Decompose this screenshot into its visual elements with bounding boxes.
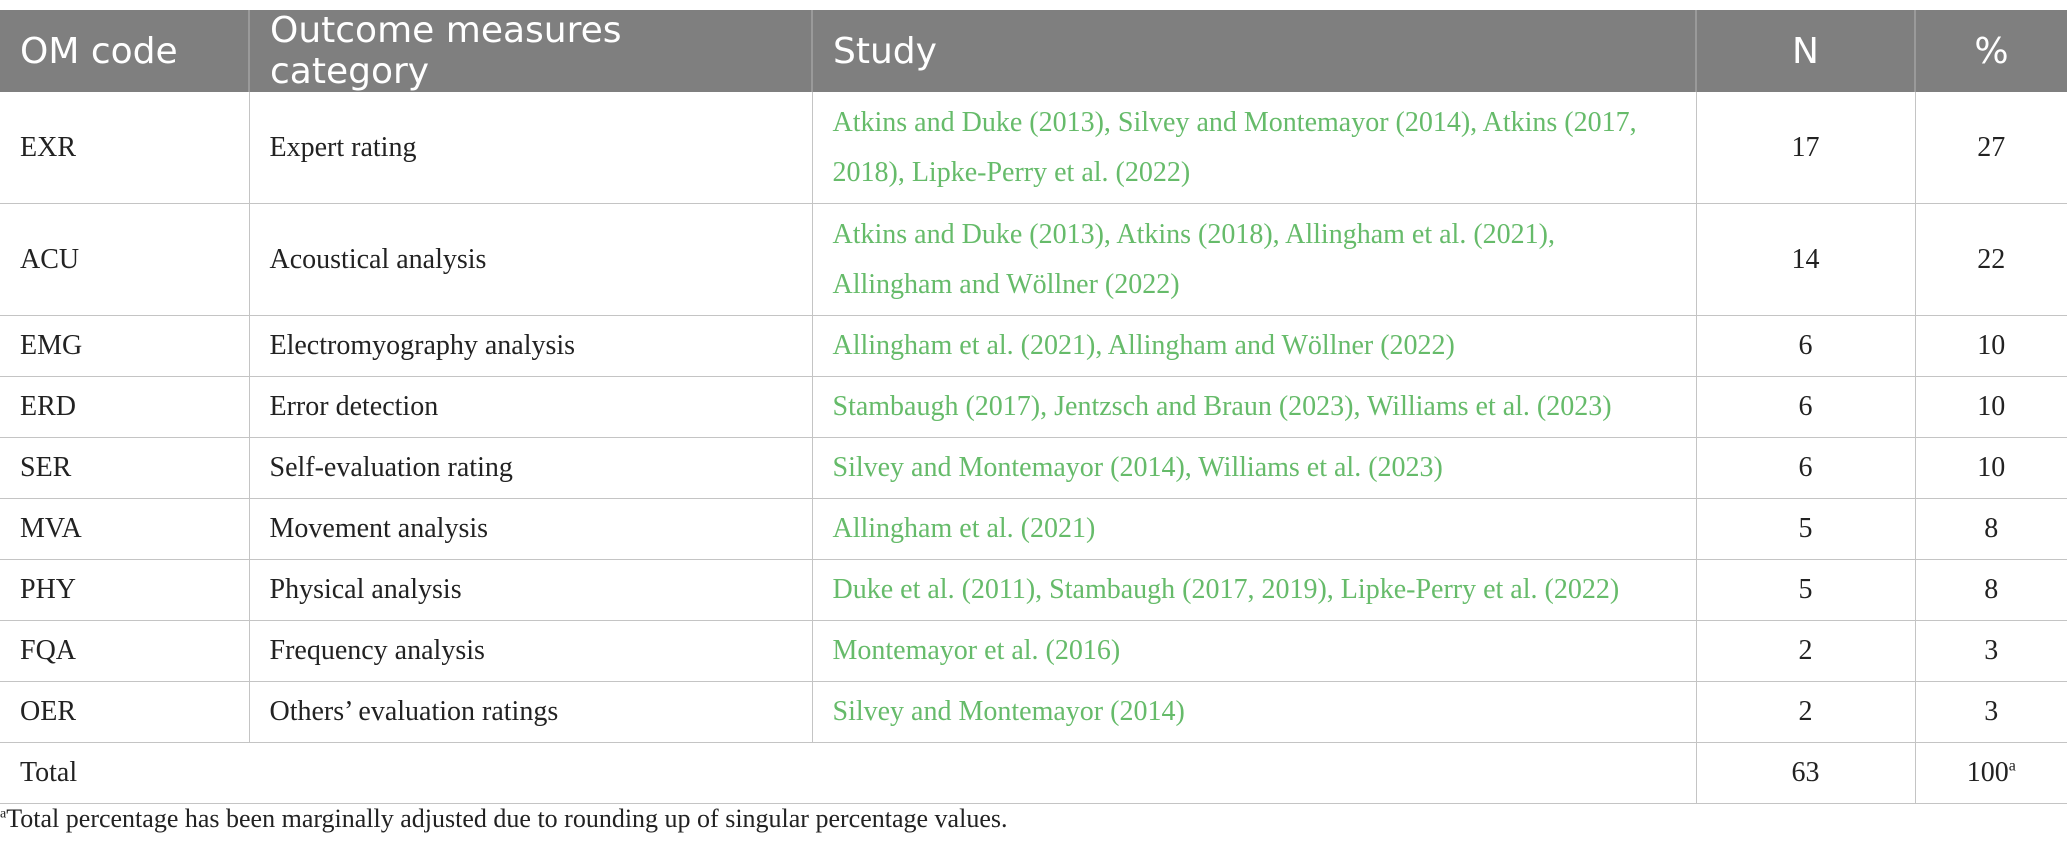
om-code-cell: ACU [0,203,250,316]
table-row: ERD Error detection Stambaugh (2017), Je… [0,376,2067,438]
percent-cell: 22 [1915,203,2067,316]
percent-cell: 3 [1915,681,2067,743]
header-category: Outcome measures category [249,10,813,92]
percent-cell: 10 [1915,437,2067,499]
n-cell: 17 [1696,92,1916,204]
percent-cell: 10 [1915,315,2067,377]
total-percent-value: 100 [1966,757,2009,788]
table-row: ACU Acoustical analysis Atkins and Duke … [0,203,2067,316]
om-code-cell: ERD [0,376,250,438]
study-links[interactable]: Silvey and Montemayor (2014) [812,681,1697,743]
om-code-cell: EXR [0,92,250,204]
table-row: SER Self-evaluation rating Silvey and Mo… [0,437,2067,499]
table-row: FQA Frequency analysis Montemayor et al.… [0,620,2067,682]
study-links[interactable]: Stambaugh (2017), Jentzsch and Braun (20… [812,376,1697,438]
n-cell: 2 [1696,681,1916,743]
percent-cell: 8 [1915,559,2067,621]
table-row: EXR Expert rating Atkins and Duke (2013)… [0,92,2067,204]
n-cell: 6 [1696,315,1916,377]
table-row: EMG Electromyography analysis Allingham … [0,315,2067,377]
category-cell: Others’ evaluation ratings [249,681,813,743]
outcome-measures-table: OM code Outcome measures category Study … [0,10,2067,804]
om-code-cell: PHY [0,559,250,621]
study-links[interactable]: Atkins and Duke (2013), Atkins (2018), A… [812,203,1697,316]
n-cell: 5 [1696,559,1916,621]
study-links[interactable]: Allingham et al. (2021), Allingham and W… [812,315,1697,377]
total-n: 63 [1696,742,1916,804]
category-cell: Electromyography analysis [249,315,813,377]
table-row: MVA Movement analysis Allingham et al. (… [0,498,2067,560]
header-om-code: OM code [0,10,250,92]
category-cell: Expert rating [249,92,813,204]
footnote-text: Total percentage has been marginally adj… [6,804,1008,833]
total-row: Total 63 100a [0,742,2067,804]
n-cell: 5 [1696,498,1916,560]
om-code-cell: SER [0,437,250,499]
study-links[interactable]: Duke et al. (2011), Stambaugh (2017, 201… [812,559,1697,621]
category-cell: Physical analysis [249,559,813,621]
study-links[interactable]: Silvey and Montemayor (2014), Williams e… [812,437,1697,499]
total-label: Total [0,742,1697,804]
om-code-cell: FQA [0,620,250,682]
category-cell: Self-evaluation rating [249,437,813,499]
om-code-cell: MVA [0,498,250,560]
header-n: N [1696,10,1916,92]
om-code-cell: EMG [0,315,250,377]
n-cell: 14 [1696,203,1916,316]
category-cell: Frequency analysis [249,620,813,682]
total-percent: 100a [1915,742,2067,804]
footnote-marker: a [0,806,7,822]
om-code-cell: OER [0,681,250,743]
study-links[interactable]: Montemayor et al. (2016) [812,620,1697,682]
category-cell: Error detection [249,376,813,438]
table-header: OM code Outcome measures category Study … [0,10,2067,92]
category-cell: Movement analysis [249,498,813,560]
percent-cell: 3 [1915,620,2067,682]
n-cell: 2 [1696,620,1916,682]
header-study: Study [812,10,1697,92]
table-footnote: aTotal percentage has been marginally ad… [0,804,1007,834]
table-row: PHY Physical analysis Duke et al. (2011)… [0,559,2067,621]
study-links[interactable]: Allingham et al. (2021) [812,498,1697,560]
percent-cell: 8 [1915,498,2067,560]
footnote-marker[interactable]: a [2008,757,2016,775]
n-cell: 6 [1696,376,1916,438]
category-cell: Acoustical analysis [249,203,813,316]
header-percent: % [1915,10,2067,92]
n-cell: 6 [1696,437,1916,499]
table-row: OER Others’ evaluation ratings Silvey an… [0,681,2067,743]
percent-cell: 10 [1915,376,2067,438]
percent-cell: 27 [1915,92,2067,204]
study-links[interactable]: Atkins and Duke (2013), Silvey and Monte… [812,92,1697,204]
